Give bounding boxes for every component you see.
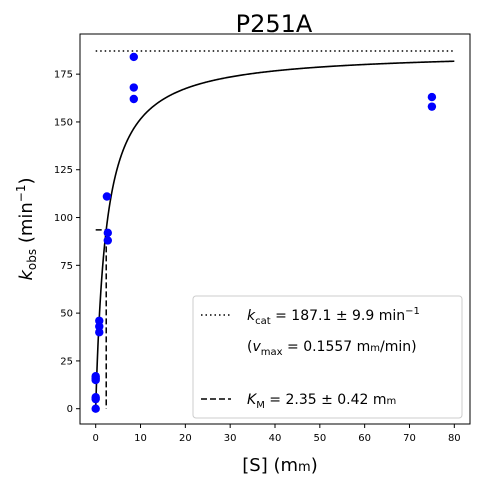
y-tick-label: 175 bbox=[54, 70, 73, 81]
y-axis-ticks: 0 25 50 75 100 125 150 175 bbox=[54, 70, 80, 415]
data-point bbox=[129, 52, 138, 62]
x-tick-label: 10 bbox=[134, 433, 147, 444]
y-tick-label: 25 bbox=[60, 356, 73, 367]
data-point bbox=[95, 316, 104, 325]
x-tick-label: 20 bbox=[179, 433, 192, 444]
x-axis-label: [S] (mm) bbox=[242, 455, 317, 476]
x-tick-label: 80 bbox=[448, 433, 461, 444]
y-tick-label: 0 bbox=[67, 404, 73, 415]
data-point bbox=[129, 83, 138, 92]
data-point bbox=[102, 192, 112, 201]
x-tick-label: 70 bbox=[403, 433, 416, 444]
data-point bbox=[129, 94, 138, 104]
y-tick-label: 125 bbox=[54, 165, 73, 176]
x-tick-label: 60 bbox=[358, 433, 371, 444]
data-point bbox=[103, 228, 112, 238]
y-tick-label: 50 bbox=[60, 309, 73, 320]
legend-km-label: KM = 2.35 ± 0.42 mm bbox=[247, 392, 396, 411]
data-point bbox=[103, 236, 112, 245]
data-point bbox=[91, 404, 100, 413]
chart-title: P251A bbox=[236, 10, 313, 38]
data-points bbox=[91, 52, 437, 413]
x-tick-label: 50 bbox=[313, 433, 326, 444]
legend-kcat-label: kcat = 187.1 ± 9.9 min−1 bbox=[247, 306, 420, 327]
data-point bbox=[91, 372, 100, 381]
legend: kcat = 187.1 ± 9.9 min−1 (vmax = 0.1557 … bbox=[192, 295, 463, 419]
x-tick-label: 30 bbox=[224, 433, 237, 444]
data-point bbox=[91, 393, 100, 402]
data-point bbox=[427, 92, 437, 102]
legend-vmax-label: (vmax = 0.1557 mm/min) bbox=[247, 339, 417, 358]
data-point bbox=[427, 102, 437, 111]
y-tick-label: 75 bbox=[60, 261, 73, 272]
x-axis-ticks: 0 10 20 30 40 50 60 70 80 bbox=[93, 424, 461, 444]
x-tick-label: 40 bbox=[269, 433, 282, 444]
x-tick-label: 0 bbox=[93, 433, 99, 444]
y-tick-label: 100 bbox=[54, 213, 73, 224]
y-axis-label: kobs (min−1) bbox=[14, 177, 39, 280]
y-tick-label: 150 bbox=[54, 117, 73, 128]
legend-box bbox=[192, 295, 463, 419]
